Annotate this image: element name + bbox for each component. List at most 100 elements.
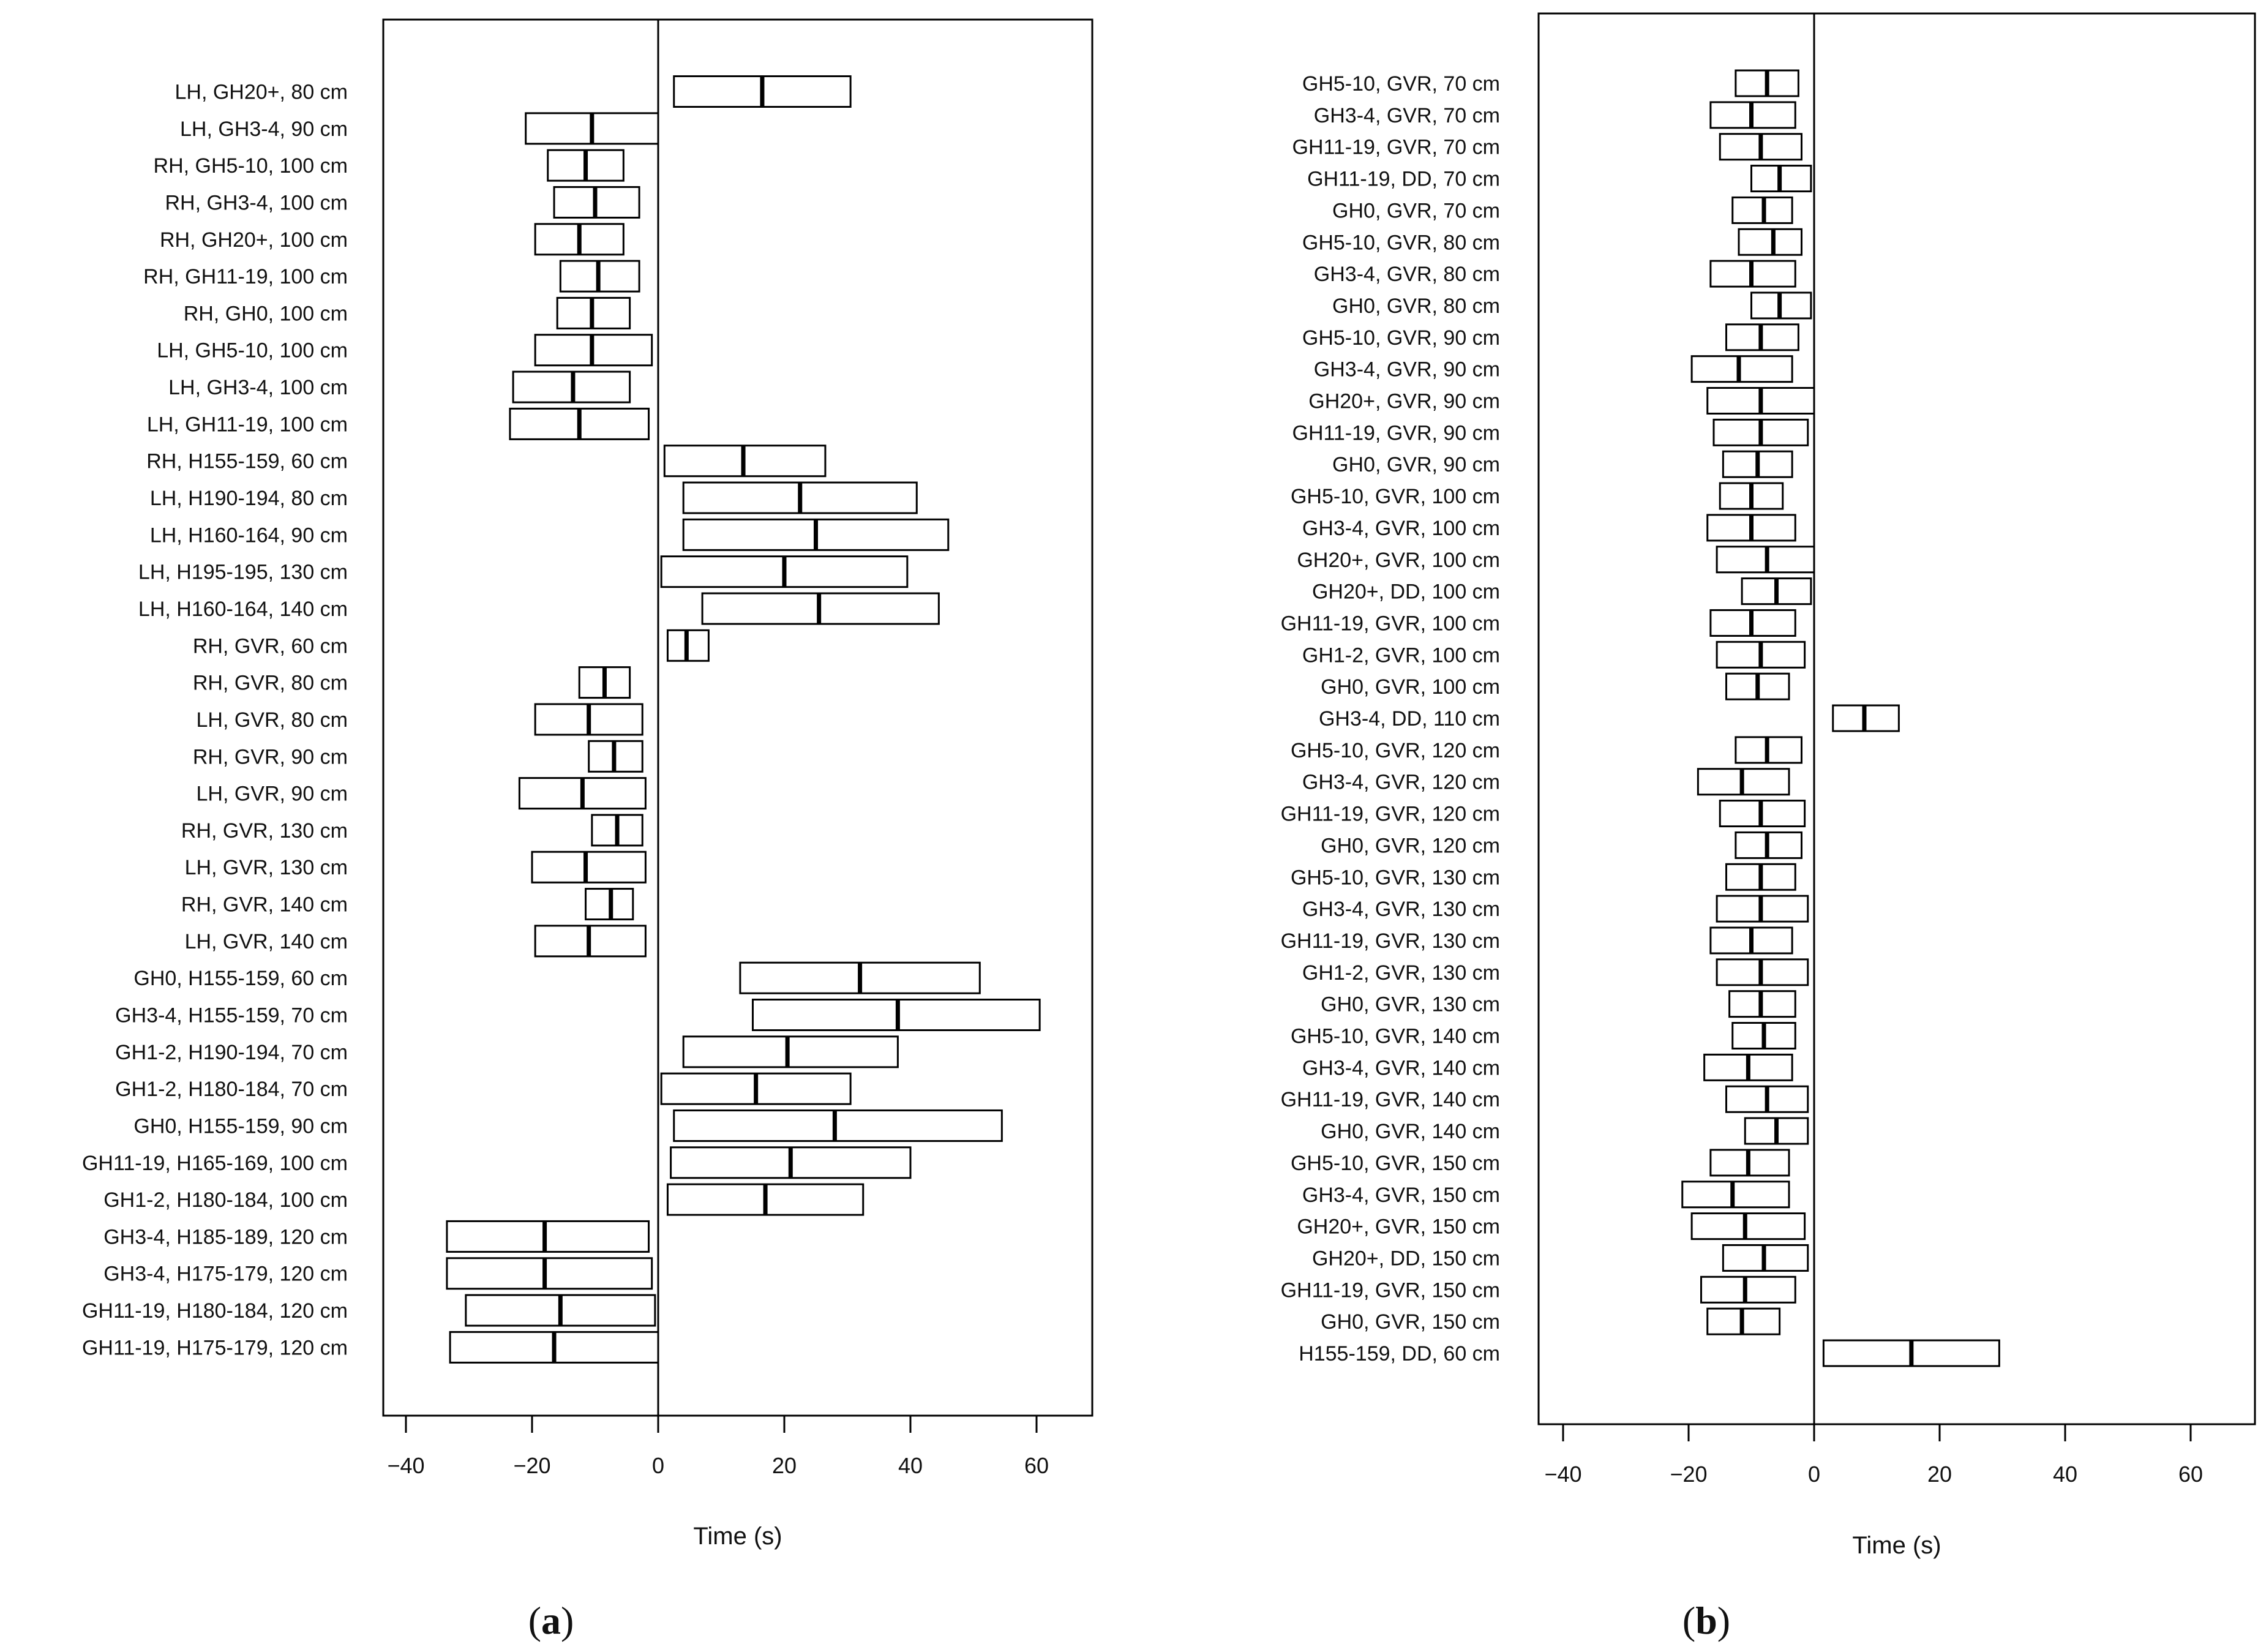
box-item	[682, 481, 918, 514]
category-label: GH0, GVR, 90 cm	[1332, 453, 1500, 476]
box-range	[1738, 228, 1802, 256]
category-label: GH1-2, H180-184, 70 cm	[115, 1078, 348, 1101]
box-item	[547, 149, 625, 182]
category-label: GH3-4, GVR, 120 cm	[1302, 771, 1500, 794]
category-label: LH, H190-194, 80 cm	[150, 487, 348, 510]
box-item	[1822, 1339, 2000, 1367]
x-tick-label: −20	[1670, 1462, 1707, 1487]
category-label: LH, GH11-19, 100 cm	[147, 413, 348, 436]
category-label: GH5-10, GVR, 130 cm	[1291, 866, 1500, 889]
box-item	[588, 740, 643, 773]
box-item	[534, 223, 625, 256]
x-tick-label: 0	[1808, 1462, 1820, 1487]
box-item	[446, 1220, 650, 1253]
box-range	[673, 1109, 1003, 1142]
x-axis-label-b: Time (s)	[1852, 1532, 1941, 1559]
category-label: GH20+, GVR, 90 cm	[1308, 390, 1500, 413]
category-label: GH20+, DD, 150 cm	[1312, 1247, 1500, 1270]
box-item	[1709, 926, 1793, 955]
plot-frame-a	[382, 18, 1093, 1417]
box-range	[446, 1220, 650, 1253]
category-label: GH3-4, H175-179, 120 cm	[103, 1263, 348, 1286]
box-item	[578, 666, 631, 699]
category-label: RH, GVR, 80 cm	[193, 672, 348, 695]
x-tick-label: −40	[1544, 1462, 1581, 1487]
box-item	[518, 777, 647, 810]
category-label: GH5-10, GVR, 150 cm	[1291, 1152, 1500, 1175]
box-item	[1709, 1149, 1790, 1177]
category-label: GH11-19, GVR, 130 cm	[1281, 929, 1500, 953]
box-item	[1725, 863, 1796, 891]
box-item	[1722, 450, 1793, 478]
box-item	[660, 1072, 852, 1105]
box-item	[1709, 101, 1796, 129]
box-item	[531, 850, 647, 884]
box-item	[1719, 133, 1802, 161]
category-label: RH, GH11-19, 100 cm	[143, 265, 348, 288]
box-range	[1690, 1212, 1806, 1241]
box-item	[1722, 1244, 1809, 1272]
panel-a-labels: LH, GH20+, 80 cm LH, GH3-4, 90 cm RH, GH5-…	[82, 81, 348, 1360]
box-item	[1709, 260, 1796, 288]
x-tick-label: 20	[772, 1453, 797, 1478]
panel-a-axis: −40 −20 0 20 40 60	[387, 1414, 1049, 1478]
x-tick-label: 20	[1927, 1462, 1952, 1487]
panel-b-labels: GH5-10, GVR, 70 cm GH3-4, GVR, 70 cm GH11-…	[1281, 72, 1500, 1365]
category-label: GH0, GVR, 80 cm	[1332, 295, 1500, 318]
box-item	[1728, 990, 1796, 1018]
panel-b-boxes	[1681, 13, 2000, 1424]
category-label: GH20+, DD, 100 cm	[1312, 580, 1500, 604]
box-item	[1738, 228, 1802, 256]
category-label: LH, GVR, 130 cm	[185, 856, 348, 879]
category-label: GH11-19, H175-179, 120 cm	[82, 1336, 348, 1359]
box-item	[1744, 1117, 1809, 1145]
category-label: GH11-19, GVR, 120 cm	[1281, 803, 1500, 826]
category-label: GH5-10, GVR, 80 cm	[1302, 231, 1500, 254]
box-range	[446, 1257, 653, 1290]
category-label: GH1-2, GVR, 100 cm	[1302, 644, 1500, 667]
box-item	[1690, 355, 1793, 383]
category-label: GH1-2, H180-184, 100 cm	[103, 1188, 348, 1212]
category-label: LH, H160-164, 140 cm	[138, 598, 348, 621]
box-item	[534, 334, 653, 367]
category-label: GH11-19, DD, 70 cm	[1307, 168, 1500, 191]
box-item	[1703, 1053, 1793, 1081]
category-label: GH3-4, GVR, 150 cm	[1302, 1184, 1500, 1207]
box-item	[509, 407, 650, 440]
box-item	[449, 1331, 659, 1364]
box-item	[1719, 482, 1784, 510]
category-label: GH5-10, GVR, 70 cm	[1302, 72, 1500, 96]
box-item	[1725, 1085, 1809, 1113]
category-label: LH, GH3-4, 90 cm	[180, 118, 348, 141]
category-label: LH, H160-164, 90 cm	[150, 524, 348, 547]
panel-a: LH, GH20+, 80 cm LH, GH3-4, 90 cm RH, GH5-…	[82, 18, 1093, 1642]
x-tick-label: 60	[1024, 1453, 1049, 1478]
category-label: GH5-10, GVR, 140 cm	[1291, 1025, 1500, 1048]
category-label: GH0, H155-159, 90 cm	[133, 1114, 348, 1138]
box-item	[1731, 1022, 1796, 1049]
box-item	[1700, 1275, 1796, 1304]
box-item	[534, 703, 643, 736]
category-label: GH3-4, GVR, 70 cm	[1314, 104, 1500, 127]
x-tick-label: −20	[513, 1453, 550, 1478]
box-item	[1706, 1307, 1781, 1335]
box-item	[1706, 514, 1796, 542]
category-label: GH0, GVR, 70 cm	[1332, 199, 1500, 222]
box-item	[1725, 323, 1799, 351]
box-item	[1681, 1181, 1790, 1209]
box-item	[534, 925, 647, 958]
box-range	[531, 850, 647, 884]
box-item	[1716, 546, 1815, 574]
box-item	[1725, 672, 1790, 700]
box-item	[666, 1183, 865, 1216]
category-label: LH, GVR, 140 cm	[185, 930, 348, 953]
plot-frame-b	[1537, 12, 2256, 1425]
x-tick-label: 40	[2053, 1462, 2077, 1487]
category-label: RH, GH3-4, 100 cm	[165, 191, 348, 214]
box-item	[1750, 165, 1812, 193]
box-item	[1741, 577, 1812, 606]
category-label: LH, GVR, 80 cm	[196, 708, 348, 732]
box-item	[1719, 800, 1806, 828]
category-label: GH3-4, GVR, 100 cm	[1302, 517, 1500, 540]
